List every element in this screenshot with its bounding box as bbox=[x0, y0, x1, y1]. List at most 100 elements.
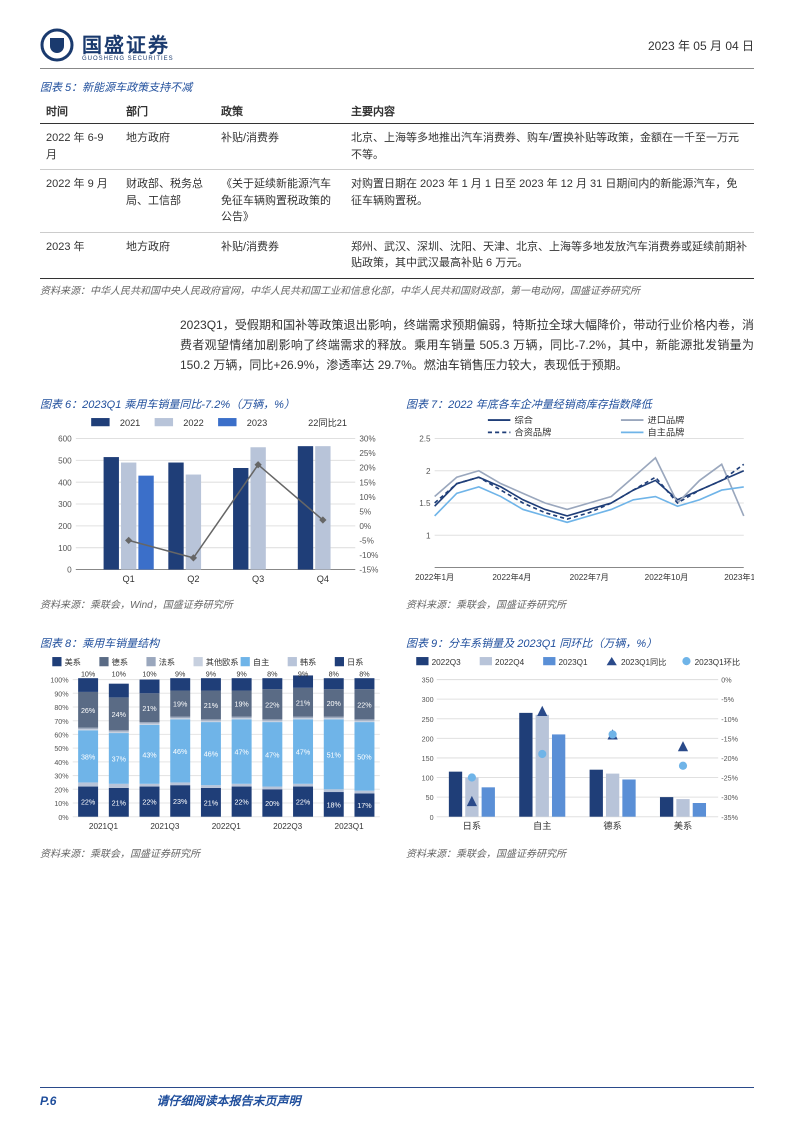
svg-text:47%: 47% bbox=[265, 751, 280, 759]
svg-text:22%: 22% bbox=[357, 701, 372, 709]
svg-text:46%: 46% bbox=[204, 750, 219, 758]
svg-text:51%: 51% bbox=[327, 751, 342, 759]
logo: 国盛证券 GUOSHENG SECURITIES bbox=[40, 28, 174, 62]
svg-text:-15%: -15% bbox=[359, 565, 378, 574]
svg-text:21%: 21% bbox=[142, 704, 157, 712]
svg-text:-5%: -5% bbox=[721, 696, 734, 704]
svg-text:300: 300 bbox=[58, 500, 72, 509]
fig9-chart: 2022Q32022Q42023Q12023Q1同比2023Q1环比050100… bbox=[406, 655, 754, 839]
svg-text:22%: 22% bbox=[142, 798, 157, 806]
svg-text:10%: 10% bbox=[54, 800, 69, 808]
svg-text:100: 100 bbox=[58, 543, 72, 552]
svg-text:43%: 43% bbox=[142, 751, 157, 759]
svg-text:0%: 0% bbox=[359, 522, 371, 531]
svg-text:38%: 38% bbox=[81, 753, 96, 761]
svg-text:18%: 18% bbox=[327, 801, 342, 809]
svg-text:500: 500 bbox=[58, 456, 72, 465]
svg-text:其他欧系: 其他欧系 bbox=[206, 657, 239, 667]
svg-text:韩系: 韩系 bbox=[300, 657, 316, 667]
svg-text:进口品牌: 进口品牌 bbox=[648, 416, 685, 425]
svg-text:2021: 2021 bbox=[120, 418, 140, 428]
fig7-source: 资料来源：乘联会，国盛证券研究所 bbox=[406, 596, 754, 611]
fig9-title: 图表 9：分车系销量及 2023Q1 同环比（万辆，%） bbox=[406, 635, 754, 651]
svg-text:2022: 2022 bbox=[183, 418, 203, 428]
page-number: P.6 bbox=[40, 1094, 56, 1108]
svg-text:20%: 20% bbox=[54, 786, 69, 794]
svg-text:-15%: -15% bbox=[721, 735, 738, 743]
svg-text:2022年1月: 2022年1月 bbox=[415, 571, 454, 581]
svg-text:日系: 日系 bbox=[347, 657, 363, 667]
svg-text:2022年4月: 2022年4月 bbox=[492, 571, 531, 581]
footer-note: 请仔细阅读本报告末页声明 bbox=[156, 1092, 300, 1109]
policy-td: 郑州、武汉、深圳、沈阳、天津、北京、上海等多地发放汽车消费券或延续前期补贴政策，… bbox=[345, 232, 754, 278]
fig9-source: 资料来源：乘联会，国盛证券研究所 bbox=[406, 845, 754, 860]
svg-text:9%: 9% bbox=[298, 670, 309, 678]
svg-text:2022Q4: 2022Q4 bbox=[495, 658, 525, 667]
svg-text:2.5: 2.5 bbox=[419, 434, 431, 443]
fig8-source: 资料来源：乘联会，国盛证券研究所 bbox=[40, 845, 388, 860]
fig7-title: 图表 7：2022 年底各车企冲量经销商库存指数降低 bbox=[406, 396, 754, 412]
svg-text:德系: 德系 bbox=[112, 657, 128, 667]
svg-text:1: 1 bbox=[426, 531, 431, 540]
svg-text:50: 50 bbox=[426, 794, 434, 802]
svg-text:200: 200 bbox=[422, 735, 434, 743]
svg-text:47%: 47% bbox=[296, 748, 311, 756]
fig5-title: 图表 5：新能源车政策支持不减 bbox=[40, 79, 754, 95]
svg-text:Q4: Q4 bbox=[317, 573, 329, 583]
svg-text:2023: 2023 bbox=[247, 418, 267, 428]
svg-text:21%: 21% bbox=[204, 799, 219, 807]
svg-text:0%: 0% bbox=[721, 676, 732, 684]
policy-td: 2022 年 6-9 月 bbox=[40, 124, 120, 170]
svg-text:37%: 37% bbox=[112, 755, 127, 763]
svg-text:350: 350 bbox=[422, 676, 434, 684]
svg-text:90%: 90% bbox=[54, 690, 69, 698]
svg-text:20%: 20% bbox=[359, 463, 375, 472]
svg-text:26%: 26% bbox=[81, 706, 96, 714]
svg-text:合资品牌: 合资品牌 bbox=[514, 426, 551, 437]
svg-text:2023年1月: 2023年1月 bbox=[724, 571, 754, 581]
svg-text:60%: 60% bbox=[54, 731, 69, 739]
svg-text:日系: 日系 bbox=[463, 821, 481, 831]
svg-text:600: 600 bbox=[58, 434, 72, 443]
svg-text:100%: 100% bbox=[50, 676, 69, 684]
svg-text:Q3: Q3 bbox=[252, 573, 264, 583]
policy-th: 部门 bbox=[120, 99, 215, 124]
svg-text:250: 250 bbox=[422, 715, 434, 723]
fig6-title: 图表 6：2023Q1 乘用车销量同比-7.2%（万辆，%） bbox=[40, 396, 388, 412]
svg-text:0: 0 bbox=[430, 813, 434, 821]
svg-text:2023Q1: 2023Q1 bbox=[559, 658, 589, 667]
svg-text:40%: 40% bbox=[54, 759, 69, 767]
policy-th: 主要内容 bbox=[345, 99, 754, 124]
policy-td: 2022 年 9 月 bbox=[40, 170, 120, 233]
svg-text:10%: 10% bbox=[112, 670, 127, 678]
fig5-source: 资料来源：中华人民共和国中央人民政府官网，中华人民共和国工业和信息化部，中华人民… bbox=[40, 282, 754, 297]
svg-text:19%: 19% bbox=[173, 700, 188, 708]
svg-text:Q1: Q1 bbox=[123, 573, 135, 583]
svg-text:9%: 9% bbox=[175, 670, 186, 678]
logo-icon bbox=[40, 28, 74, 62]
policy-td: 北京、上海等多地推出汽车消费券、购车/置换补贴等政策，金额在一千至一万元不等。 bbox=[345, 124, 754, 170]
fig6-source: 资料来源：乘联会，Wind，国盛证券研究所 bbox=[40, 596, 388, 611]
svg-text:美系: 美系 bbox=[65, 657, 81, 667]
svg-text:德系: 德系 bbox=[603, 820, 621, 831]
fig8-title: 图表 8：乘用车销量结构 bbox=[40, 635, 388, 651]
svg-text:30%: 30% bbox=[54, 772, 69, 780]
company-en: GUOSHENG SECURITIES bbox=[82, 56, 174, 62]
policy-td: 2023 年 bbox=[40, 232, 120, 278]
svg-text:150: 150 bbox=[422, 755, 434, 763]
policy-td: 对购置日期在 2023 年 1 月 1 日至 2023 年 12 月 31 日期… bbox=[345, 170, 754, 233]
body-paragraph: 2023Q1，受假期和国补等政策退出影响，终端需求预期偏弱，特斯拉全球大幅降价，… bbox=[180, 315, 754, 376]
svg-text:2022年10月: 2022年10月 bbox=[645, 571, 689, 581]
svg-text:综合: 综合 bbox=[514, 416, 532, 425]
svg-text:21%: 21% bbox=[296, 699, 311, 707]
policy-td: 财政部、税务总局、工信部 bbox=[120, 170, 215, 233]
page-header: 国盛证券 GUOSHENG SECURITIES 2023 年 05 月 04 … bbox=[40, 28, 754, 69]
svg-text:8%: 8% bbox=[267, 670, 278, 678]
svg-text:-35%: -35% bbox=[721, 813, 738, 821]
svg-text:-30%: -30% bbox=[721, 794, 738, 802]
policy-th: 时间 bbox=[40, 99, 120, 124]
svg-text:-10%: -10% bbox=[359, 551, 378, 560]
company-name: 国盛证券 bbox=[82, 29, 174, 58]
svg-text:2022Q3: 2022Q3 bbox=[273, 822, 303, 831]
svg-text:5%: 5% bbox=[359, 507, 371, 516]
